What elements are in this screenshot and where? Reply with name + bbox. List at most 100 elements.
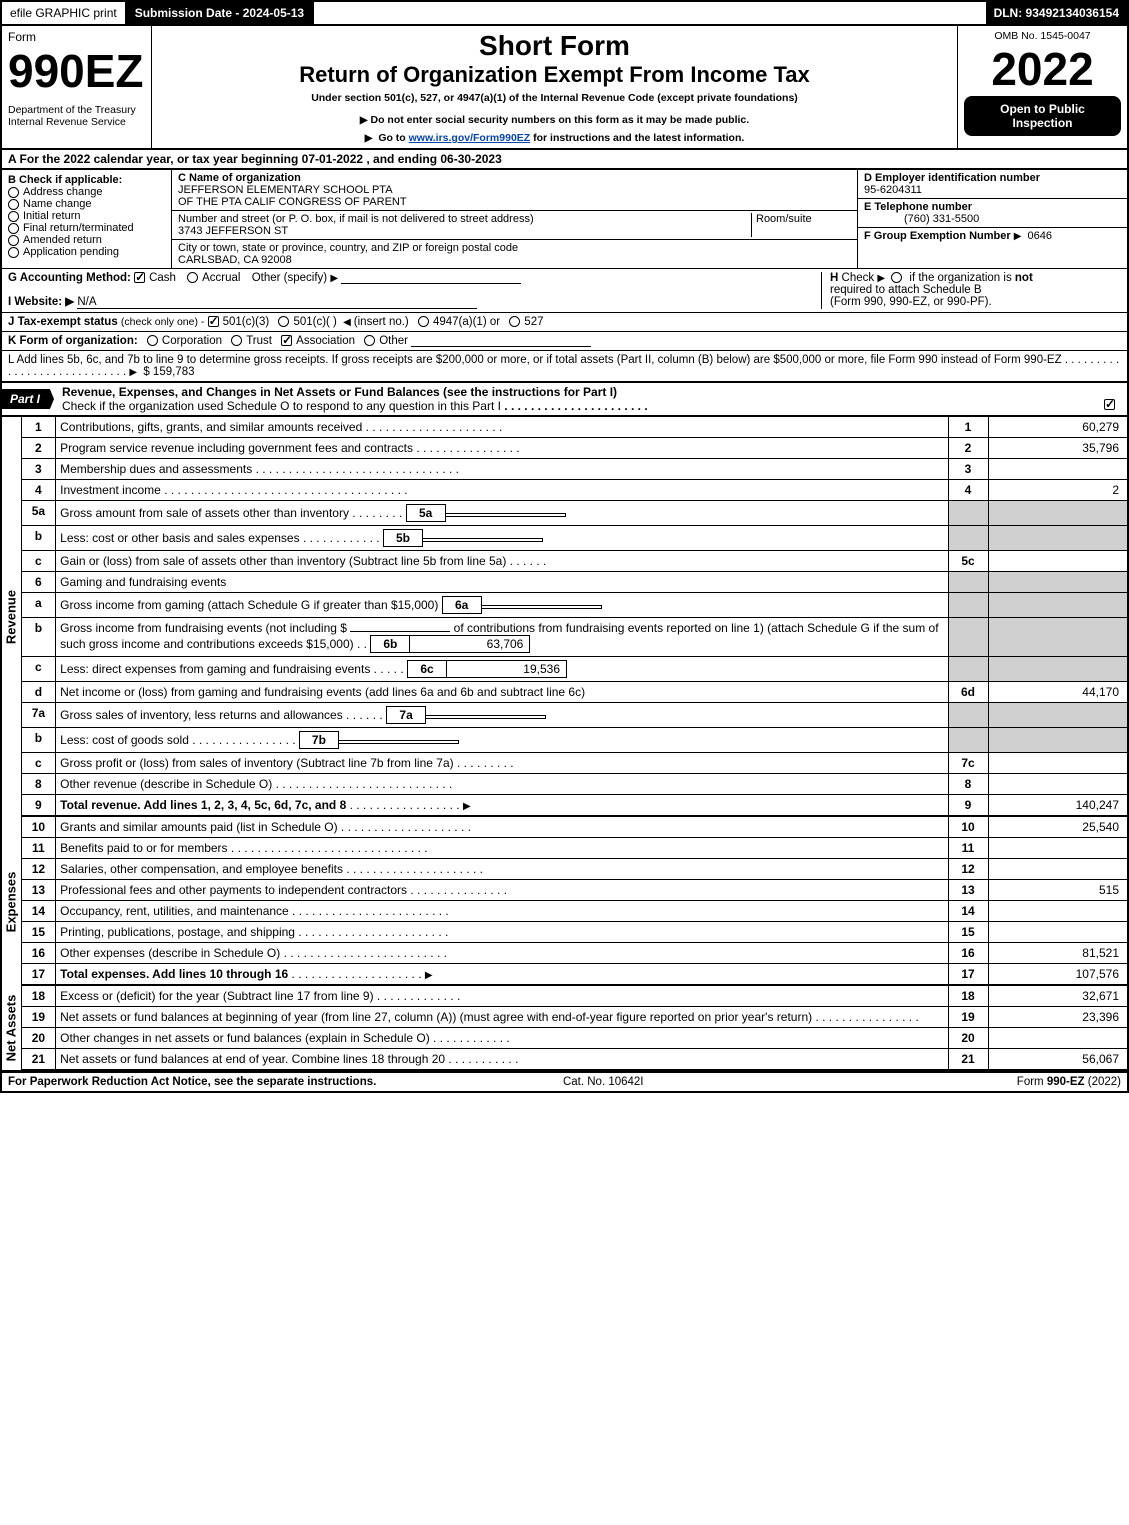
- line-5b: bLess: cost or other basis and sales exp…: [22, 526, 1128, 551]
- line-20: 20Other changes in net assets or fund ba…: [22, 1028, 1128, 1049]
- d-label: D Employer identification number: [864, 172, 1040, 184]
- line-8: 8Other revenue (describe in Schedule O) …: [22, 774, 1128, 795]
- form-number: 990EZ: [8, 44, 145, 98]
- chk-trust[interactable]: [231, 335, 242, 346]
- chk-501c3[interactable]: [208, 316, 219, 327]
- room-label: Room/suite: [756, 213, 812, 225]
- g-h-block: G Accounting Method: Cash Accrual Other …: [0, 269, 1129, 313]
- section-a-period: A For the 2022 calendar year, or tax yea…: [0, 150, 1129, 170]
- accrual-label: Accrual: [202, 272, 240, 284]
- line-2: 2Program service revenue including gover…: [22, 438, 1128, 459]
- arrow-icon-g: [330, 272, 341, 284]
- arrow-icon-l: [129, 366, 140, 378]
- part-i-tag: Part I: [2, 389, 54, 409]
- g-label: G Accounting Method:: [8, 272, 131, 284]
- line-6a: aGross income from gaming (attach Schedu…: [22, 593, 1128, 618]
- h-line1: H Check if the organization is not: [830, 272, 1121, 284]
- opt-527: 527: [524, 316, 543, 328]
- city-value: CARLSBAD, CA 92008: [178, 254, 292, 266]
- col-c-org: C Name of organization JEFFERSON ELEMENT…: [172, 170, 857, 268]
- chk-corporation[interactable]: [147, 335, 158, 346]
- chk-name-change[interactable]: [8, 199, 19, 210]
- chk-final-return-label: Final return/terminated: [23, 222, 134, 234]
- note-goto: Go to www.irs.gov/Form990EZ for instruct…: [158, 132, 951, 144]
- top-bar: efile GRAPHIC print Submission Date - 20…: [0, 0, 1129, 26]
- chk-accrual[interactable]: [187, 272, 198, 283]
- expenses-group: Expenses 10Grants and similar amounts pa…: [0, 817, 1129, 986]
- opt-corporation: Corporation: [162, 335, 222, 347]
- chk-address-change-label: Address change: [23, 186, 103, 198]
- ein-value: 95-6204311: [864, 184, 922, 196]
- chk-cash[interactable]: [134, 272, 145, 283]
- phone-value: (760) 331-5500: [864, 213, 979, 225]
- chk-association[interactable]: [281, 335, 292, 346]
- org-info-block: B Check if applicable: Address change Na…: [0, 170, 1129, 269]
- subtitle-section: Under section 501(c), 527, or 4947(a)(1)…: [158, 92, 951, 104]
- footer-cat-no: Cat. No. 10642I: [563, 1076, 644, 1088]
- efile-print-label[interactable]: efile GRAPHIC print: [2, 2, 127, 24]
- chk-other-org[interactable]: [364, 335, 375, 346]
- dept-treasury: Department of the Treasury: [8, 104, 145, 116]
- revenue-side-label: Revenue: [0, 417, 22, 817]
- net-assets-group: Net Assets 18Excess or (deficit) for the…: [0, 986, 1129, 1072]
- submission-date-badge: Submission Date - 2024-05-13: [127, 2, 314, 24]
- chk-527[interactable]: [509, 316, 520, 327]
- opt-501c3: 501(c)(3): [223, 316, 270, 328]
- tax-year: 2022: [964, 42, 1121, 96]
- footer-form-ref: Form 990-EZ (2022): [1017, 1076, 1121, 1088]
- chk-501c[interactable]: [278, 316, 289, 327]
- chk-amended-return-label: Amended return: [23, 234, 102, 246]
- chk-final-return[interactable]: [8, 223, 19, 234]
- line-10: 10Grants and similar amounts paid (list …: [22, 817, 1128, 838]
- c-label: C Name of organization: [178, 172, 301, 184]
- chk-schedule-o-part-i[interactable]: [1104, 399, 1115, 410]
- chk-initial-return[interactable]: [8, 211, 19, 222]
- line-5a: 5aGross amount from sale of assets other…: [22, 501, 1128, 526]
- j-block: J Tax-exempt status (check only one) - 5…: [0, 313, 1129, 332]
- opt-501c: 501(c)( ): [293, 316, 336, 328]
- line-7a: 7aGross sales of inventory, less returns…: [22, 703, 1128, 728]
- opt-association: Association: [296, 335, 355, 347]
- other-org-input[interactable]: [411, 335, 591, 347]
- cash-label: Cash: [149, 272, 176, 284]
- line-17: 17Total expenses. Add lines 10 through 1…: [22, 964, 1128, 986]
- dln-badge: DLN: 93492134036154: [986, 2, 1127, 24]
- part-i-title: Revenue, Expenses, and Changes in Net As…: [62, 385, 617, 399]
- line-19: 19Net assets or fund balances at beginni…: [22, 1007, 1128, 1028]
- k-label: K Form of organization:: [8, 335, 138, 347]
- arrow-icon-h: [877, 272, 888, 284]
- line-6b: bGross income from fundraising events (n…: [22, 618, 1128, 657]
- expenses-table: 10Grants and similar amounts paid (list …: [22, 817, 1129, 986]
- chk-address-change[interactable]: [8, 187, 19, 198]
- l-amount: $ 159,783: [143, 366, 194, 378]
- line-13: 13Professional fees and other payments t…: [22, 880, 1128, 901]
- chk-application-pending[interactable]: [8, 247, 19, 258]
- irs-link[interactable]: www.irs.gov/Form990EZ: [409, 132, 531, 144]
- e-label: E Telephone number: [864, 201, 972, 213]
- line-5c: cGain or (loss) from sale of assets othe…: [22, 551, 1128, 572]
- line-6c: cLess: direct expenses from gaming and f…: [22, 657, 1128, 682]
- line-14: 14Occupancy, rent, utilities, and mainte…: [22, 901, 1128, 922]
- title-return: Return of Organization Exempt From Incom…: [158, 62, 951, 88]
- opt-other-org: Other: [379, 335, 408, 347]
- l-block: L Add lines 5b, 6c, and 7b to line 9 to …: [0, 351, 1129, 382]
- goto-post: for instructions and the latest informat…: [533, 132, 744, 144]
- chk-amended-return[interactable]: [8, 235, 19, 246]
- goto-pre: Go to: [378, 132, 408, 144]
- h-line3: (Form 990, 990-EZ, or 990-PF).: [830, 296, 1121, 308]
- line-3: 3Membership dues and assessments . . . .…: [22, 459, 1128, 480]
- k-block: K Form of organization: Corporation Trus…: [0, 332, 1129, 351]
- line-12: 12Salaries, other compensation, and empl…: [22, 859, 1128, 880]
- arrow-icon-f: [1014, 230, 1025, 242]
- line-15: 15Printing, publications, postage, and s…: [22, 922, 1128, 943]
- line-4: 4Investment income . . . . . . . . . . .…: [22, 480, 1128, 501]
- chk-initial-return-label: Initial return: [23, 210, 80, 222]
- line-21: 21Net assets or fund balances at end of …: [22, 1049, 1128, 1070]
- org-name-2: OF THE PTA CALIF CONGRESS OF PARENT: [178, 196, 407, 208]
- i-label: I Website: ▶: [8, 296, 74, 308]
- revenue-group: Revenue 1Contributions, gifts, grants, a…: [0, 417, 1129, 817]
- other-specify-input[interactable]: [341, 272, 521, 284]
- chk-4947[interactable]: [418, 316, 429, 327]
- chk-no-schedule-b[interactable]: [891, 272, 902, 283]
- j-label: J Tax-exempt status: [8, 316, 118, 328]
